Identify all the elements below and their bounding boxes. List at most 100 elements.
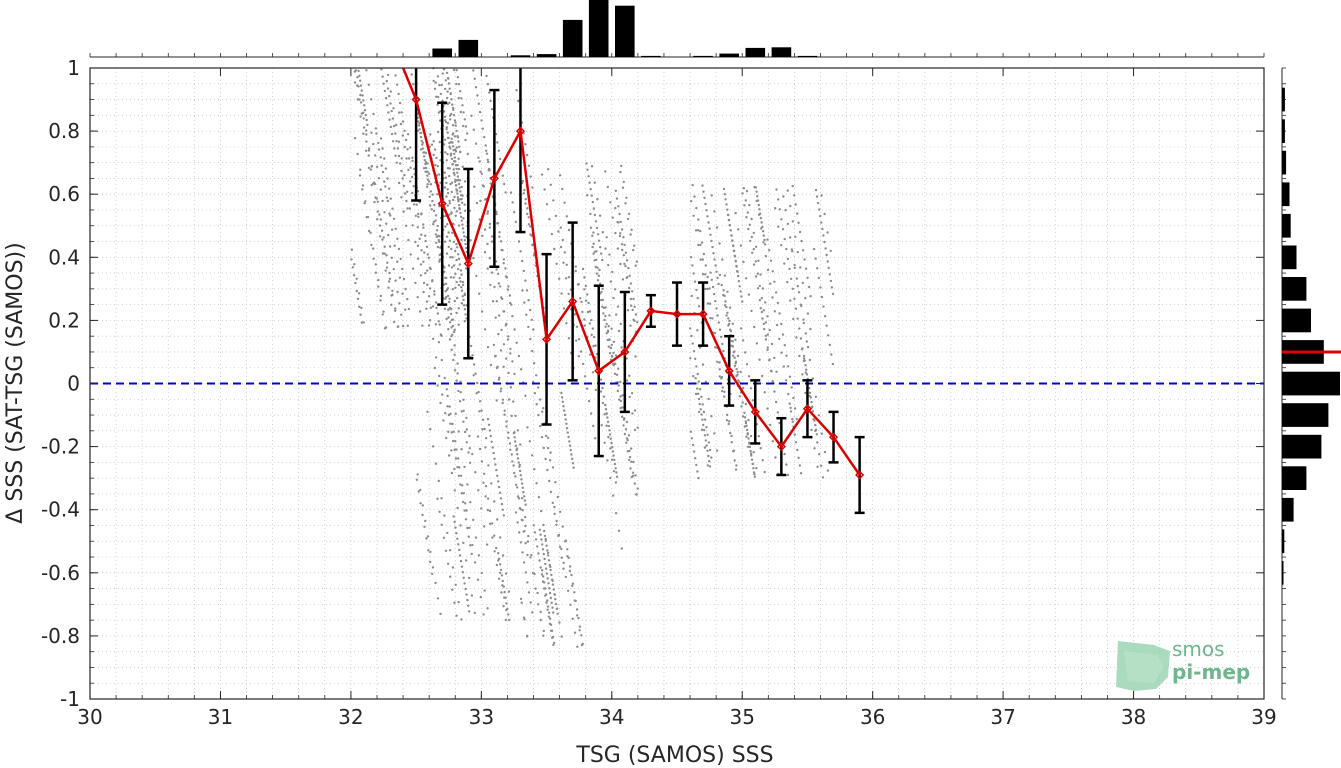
scatter-point xyxy=(437,173,441,176)
scatter-point xyxy=(449,412,452,415)
scatter-point xyxy=(546,468,549,472)
scatter-point xyxy=(758,208,761,211)
scatter-point xyxy=(460,618,463,621)
scatter-point xyxy=(571,582,575,585)
scatter-point xyxy=(690,437,694,440)
smos-pimep-logo: smos pi-mep xyxy=(1116,637,1250,691)
scatter-point xyxy=(454,121,457,124)
y-tick-label: 0.6 xyxy=(48,182,80,206)
right-histogram xyxy=(1281,67,1341,700)
scatter-point xyxy=(485,152,489,155)
scatter-point xyxy=(447,316,450,319)
scatter-point xyxy=(496,518,499,521)
scatter-point xyxy=(576,283,580,286)
logo-line2: pi-mep xyxy=(1172,660,1250,684)
scatter-point xyxy=(728,319,731,323)
scatter-point xyxy=(499,349,503,352)
scatter-point xyxy=(554,602,558,606)
scatter-point xyxy=(721,342,724,346)
scatter-point xyxy=(446,90,449,93)
scatter-point xyxy=(611,270,614,274)
scatter-point xyxy=(766,315,769,318)
scatter-point xyxy=(606,420,610,423)
right-histogram-bar xyxy=(1282,119,1285,143)
scatter-point xyxy=(540,573,544,576)
scatter-point xyxy=(362,117,365,120)
scatter-point xyxy=(606,459,609,462)
scatter-point xyxy=(708,287,711,290)
scatter-point xyxy=(454,164,458,167)
scatter-point xyxy=(497,149,500,152)
scatter-point xyxy=(762,234,765,237)
scatter-point xyxy=(350,248,354,251)
scatter-point xyxy=(604,403,607,407)
scatter-point xyxy=(562,561,565,565)
scatter-point xyxy=(456,196,460,199)
scatter-point xyxy=(560,391,563,395)
scatter-point xyxy=(507,431,510,434)
scatter-point xyxy=(450,335,453,338)
scatter-point xyxy=(450,112,453,116)
scatter-point xyxy=(495,268,498,271)
scatter-point xyxy=(780,218,783,221)
scatter-point xyxy=(625,276,628,280)
scatter-point xyxy=(598,214,602,217)
scatter-point xyxy=(727,219,731,222)
scatter-point xyxy=(628,374,631,377)
scatter-point xyxy=(480,409,483,412)
scatter-point xyxy=(570,573,573,577)
scatter-point xyxy=(462,541,465,545)
scatter-point xyxy=(392,320,396,324)
scatter-point xyxy=(482,185,485,188)
scatter-point xyxy=(436,193,439,196)
scatter-point xyxy=(776,301,780,305)
scatter-point xyxy=(601,231,604,234)
scatter-point xyxy=(737,379,740,382)
scatter-point xyxy=(591,234,594,237)
scatter-point xyxy=(443,307,447,310)
scatter-point xyxy=(612,494,615,497)
scatter-point xyxy=(581,310,584,314)
scatter-point xyxy=(546,577,549,580)
scatter-point xyxy=(437,320,440,323)
scatter-point xyxy=(434,214,438,217)
scatter-point xyxy=(623,262,626,266)
scatter-point xyxy=(734,468,738,471)
scatter-point xyxy=(481,418,485,421)
scatter-point xyxy=(455,296,459,300)
scatter-point xyxy=(755,342,759,345)
scatter-point xyxy=(459,194,463,197)
scatter-point xyxy=(521,551,524,554)
scatter-point xyxy=(381,313,384,316)
scatter-point xyxy=(484,144,487,147)
scatter-point xyxy=(480,460,484,463)
mean-marker xyxy=(776,442,786,452)
scatter-point xyxy=(699,408,702,411)
scatter-point xyxy=(495,300,498,303)
scatter-point xyxy=(447,77,450,80)
scatter-point xyxy=(760,221,763,224)
scatter-point xyxy=(722,349,725,353)
scatter-point xyxy=(774,456,777,459)
scatter-point xyxy=(607,435,610,439)
scatter-point xyxy=(354,281,357,285)
scatter-point xyxy=(444,79,447,82)
scatter-point xyxy=(367,83,370,87)
scatter-point xyxy=(467,451,470,454)
scatter-point xyxy=(736,370,739,374)
scatter-point xyxy=(461,571,464,574)
scatter-point xyxy=(523,499,527,502)
scatter-point xyxy=(561,525,564,528)
scatter-point xyxy=(590,412,593,415)
scatter-point xyxy=(604,170,607,173)
scatter-point xyxy=(484,485,488,488)
scatter-point xyxy=(791,417,794,421)
scatter-point xyxy=(408,207,412,210)
scatter-point xyxy=(537,413,540,417)
scatter-point xyxy=(448,114,452,117)
scatter-point xyxy=(479,595,482,599)
x-tick-label: 32 xyxy=(338,705,363,729)
scatter-point xyxy=(373,200,376,204)
scatter-point xyxy=(363,202,366,205)
scatter-point xyxy=(796,212,799,215)
